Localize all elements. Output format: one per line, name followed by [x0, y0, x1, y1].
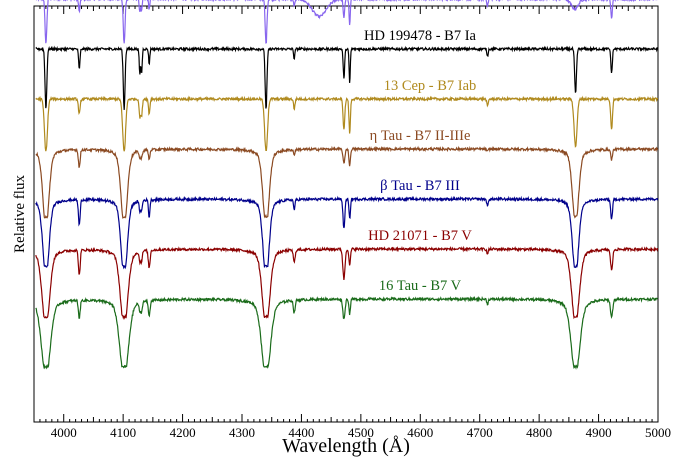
x-tick-label-4300: 4300: [229, 425, 255, 440]
x-tick-label-4000: 4000: [51, 425, 77, 440]
spectrum-line-5: [35, 245, 659, 320]
x-tick-label-4500: 4500: [348, 425, 374, 440]
spectrum-line-0: [35, 0, 658, 44]
x-axis-title: Wavelength (Å): [282, 435, 410, 457]
spectrum-line-3: [35, 145, 659, 219]
spectrum-line-1: [35, 45, 658, 110]
series-label-5: HD 21071 - B7 V: [368, 228, 472, 244]
spectrum-line-6: [35, 295, 659, 370]
series-label-3: η Tau - B7 II-IIIe: [370, 128, 471, 144]
plot-frame: [33, 5, 659, 423]
x-tick-label-4900: 4900: [586, 425, 612, 440]
x-axis-tick-labels: 4000 4100 4200 4300 4400 4500 4600 4700 4800 4900…: [51, 425, 671, 440]
x-tick-label-4200: 4200: [170, 425, 196, 440]
x-tick-label-4800: 4800: [526, 425, 552, 440]
y-axis-title: Relative flux: [12, 175, 28, 253]
series-labels: HD 183143 - B7 Ia(+)HD 199478 - B7 Ia13 …: [364, 28, 477, 294]
spectrum-line-4: [35, 195, 659, 270]
series-label-4: β Tau - B7 III: [380, 178, 460, 194]
series-label-6: 16 Tau - B7 V: [379, 278, 462, 294]
spectrum-line-2: [35, 95, 659, 152]
x-tick-label-4700: 4700: [467, 425, 493, 440]
x-tick-label-4600: 4600: [407, 425, 433, 440]
x-tick-label-4100: 4100: [110, 425, 136, 440]
series-label-2: 13 Cep - B7 Iab: [384, 78, 477, 94]
spectra-group: [35, 0, 659, 370]
x-tick-label-4400: 4400: [288, 425, 314, 440]
x-tick-label-5000: 5000: [645, 425, 671, 440]
series-label-1: HD 199478 - B7 Ia: [364, 28, 477, 44]
x-axis-ticks: [33, 6, 659, 422]
